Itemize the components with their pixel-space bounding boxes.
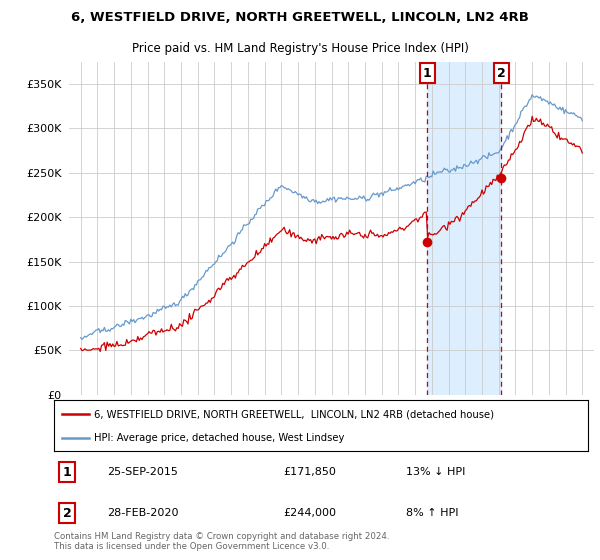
Text: 1: 1 [63, 466, 72, 479]
Text: 2: 2 [497, 67, 506, 80]
Text: 8% ↑ HPI: 8% ↑ HPI [406, 508, 459, 518]
Text: Contains HM Land Registry data © Crown copyright and database right 2024.
This d: Contains HM Land Registry data © Crown c… [54, 532, 389, 552]
Text: 6, WESTFIELD DRIVE, NORTH GREETWELL, LINCOLN, LN2 4RB: 6, WESTFIELD DRIVE, NORTH GREETWELL, LIN… [71, 11, 529, 24]
Text: £171,850: £171,850 [284, 467, 337, 477]
Text: 1: 1 [423, 67, 431, 80]
Text: 6, WESTFIELD DRIVE, NORTH GREETWELL,  LINCOLN, LN2 4RB (detached house): 6, WESTFIELD DRIVE, NORTH GREETWELL, LIN… [94, 409, 494, 419]
Bar [427, 62, 502, 395]
Text: HPI: Average price, detached house, West Lindsey: HPI: Average price, detached house, West… [94, 433, 344, 443]
Text: £244,000: £244,000 [284, 508, 337, 518]
Text: 25-SEP-2015: 25-SEP-2015 [107, 467, 178, 477]
Text: 28-FEB-2020: 28-FEB-2020 [107, 508, 179, 518]
Text: Price paid vs. HM Land Registry's House Price Index (HPI): Price paid vs. HM Land Registry's House … [131, 43, 469, 55]
Text: 13% ↓ HPI: 13% ↓ HPI [406, 467, 466, 477]
Text: 2: 2 [63, 507, 72, 520]
